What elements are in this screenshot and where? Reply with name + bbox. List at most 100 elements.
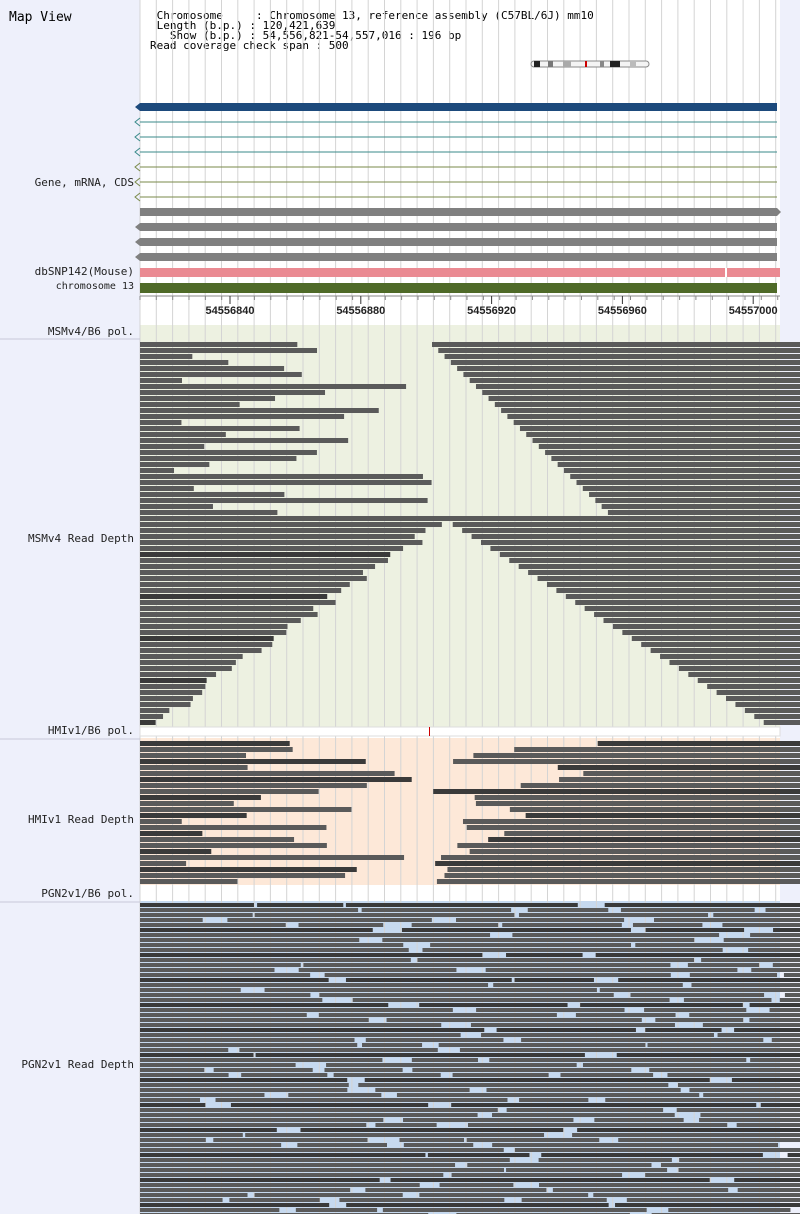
read-segment <box>140 1048 229 1052</box>
read-segment <box>140 426 300 431</box>
read-segment <box>140 1038 355 1042</box>
read-segment <box>140 468 175 473</box>
read-segment <box>140 552 391 557</box>
read-segment <box>140 1153 426 1157</box>
read-segment <box>140 1163 456 1167</box>
read-segment <box>140 432 226 437</box>
read-segment <box>618 978 800 982</box>
read-segment <box>140 861 187 866</box>
dbsnp-gap <box>725 268 727 277</box>
read-segment <box>140 1113 478 1117</box>
axis-tick-label: 54556920 <box>467 305 516 317</box>
read-segment <box>462 819 800 824</box>
read-segment <box>140 1063 296 1067</box>
read-segment <box>501 408 800 413</box>
read-segment <box>699 1118 800 1122</box>
read-segment <box>140 837 295 842</box>
read-segment <box>140 438 349 443</box>
read-segment <box>303 963 671 967</box>
dbsnp-bar[interactable] <box>140 268 780 277</box>
read-segment <box>390 1178 710 1182</box>
read-segment <box>140 1008 453 1012</box>
gene-track[interactable] <box>134 103 781 261</box>
read-segment <box>140 630 287 635</box>
chromosome-ideogram[interactable] <box>530 53 650 68</box>
read-segment <box>140 558 388 563</box>
read-segment <box>140 903 254 907</box>
read-segment <box>352 998 670 1002</box>
read-segment <box>678 666 800 671</box>
read-segment <box>140 1103 206 1107</box>
read-segment <box>140 582 350 587</box>
read-segment <box>140 973 311 977</box>
read-segment <box>417 958 695 962</box>
read-segment <box>324 1068 403 1072</box>
read-segment <box>476 1008 625 1012</box>
read-segment <box>737 1188 800 1192</box>
read-segment <box>422 948 723 952</box>
read-segment <box>140 1123 367 1127</box>
read-segment <box>641 642 800 647</box>
read-segment <box>702 1023 800 1027</box>
read-segment <box>765 908 800 912</box>
read-segment <box>140 913 253 917</box>
read-segment <box>140 450 317 455</box>
read-segment <box>582 1063 800 1067</box>
read-segment <box>375 1123 437 1127</box>
read-segment <box>230 1103 429 1107</box>
read-segment <box>140 534 415 539</box>
chromosome-bar[interactable] <box>140 283 777 293</box>
read-segment <box>140 360 229 365</box>
read-segment <box>140 1118 384 1122</box>
read-segment <box>655 1018 744 1022</box>
read-segment <box>140 993 311 997</box>
read-segment <box>499 552 800 557</box>
show-line: Show (b.p.) : 54,556,821-54,557,016 : 19… <box>150 29 462 42</box>
axis-tick-label: 54556960 <box>598 305 647 317</box>
read-segment <box>255 1053 585 1057</box>
read-segment <box>140 1033 461 1037</box>
read-segment <box>635 943 800 947</box>
read-segment <box>140 1083 349 1087</box>
read-segment <box>297 1143 387 1147</box>
read-segment <box>419 1193 589 1197</box>
read-segment <box>433 789 800 794</box>
read-segment <box>444 354 800 359</box>
read-segment <box>140 1188 351 1192</box>
read-segment <box>713 913 800 917</box>
read-segment <box>716 690 800 695</box>
read-segment <box>734 1178 800 1182</box>
read-segment <box>512 933 720 937</box>
axis-tick-label: 54556880 <box>336 305 385 317</box>
read-segment <box>140 678 207 683</box>
read-segment <box>570 474 800 479</box>
read-segment <box>140 636 274 641</box>
read-segment <box>386 1018 642 1022</box>
read-segment <box>599 988 800 992</box>
read-segment <box>140 1133 243 1137</box>
read-segment <box>620 908 755 912</box>
read-segment <box>506 1168 668 1172</box>
read-segment <box>140 642 273 647</box>
read-segment <box>513 420 800 425</box>
read-segment <box>521 1198 607 1202</box>
read-segment <box>509 558 800 563</box>
gene-arrow-icon <box>135 103 140 111</box>
read-segment <box>771 1038 800 1042</box>
read-segment <box>318 1013 557 1017</box>
read-segment <box>560 1073 654 1077</box>
cds-arrow-icon <box>135 253 140 261</box>
read-segment <box>140 696 193 701</box>
read-segment <box>140 1058 383 1062</box>
read-segment <box>541 1153 763 1157</box>
read-segment <box>427 1153 530 1157</box>
read-segment <box>763 720 800 725</box>
read-segment <box>140 873 346 878</box>
read-segment <box>485 968 738 972</box>
read-segment <box>676 1108 800 1112</box>
read-segment <box>626 1198 800 1202</box>
hmi-pol-track <box>139 726 781 737</box>
read-segment <box>140 933 491 937</box>
read-segment <box>601 504 800 509</box>
